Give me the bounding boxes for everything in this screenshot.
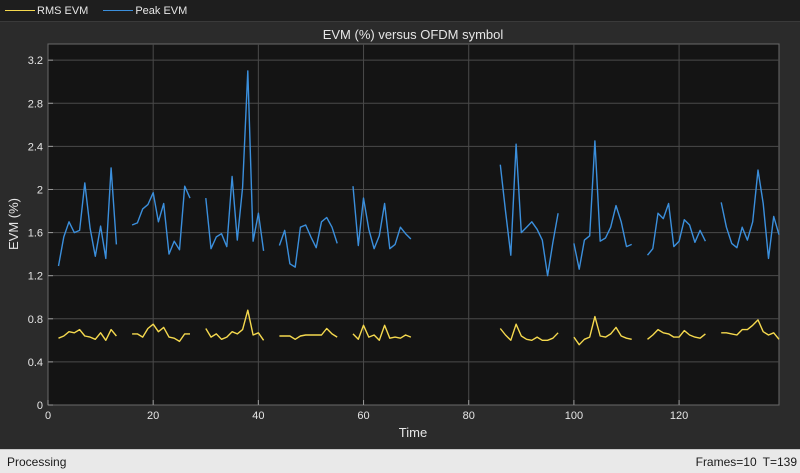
rms-evm-line-segment xyxy=(279,327,338,340)
legend-swatch-peak xyxy=(103,10,134,11)
legend-item-peak[interactable]: Peak EVM xyxy=(103,5,187,17)
x-tick-label: 0 xyxy=(45,410,51,422)
status-counters: Frames=10 T=139 xyxy=(690,455,797,469)
peak-evm-line-segment xyxy=(352,186,412,250)
y-tick-label: 2.4 xyxy=(28,141,43,153)
legend-swatch-rms xyxy=(5,10,35,11)
status-text: Processing xyxy=(7,455,67,469)
peak-evm-line-segment xyxy=(499,143,559,277)
rms-evm-line-segment xyxy=(573,315,632,346)
evm-chart[interactable]: 0 0.4 0.8 1.2 1.6 2 2.4 2.8 3.2 0 20 40 60 80 100 120 E… xyxy=(0,22,800,449)
legend-label-rms: RMS EVM xyxy=(37,4,89,17)
time-counter: T=139 xyxy=(762,455,797,469)
chart-title: EVM (%) versus OFDM symbol xyxy=(323,27,504,42)
legend: RMS EVM Peak EVM xyxy=(0,0,800,22)
rms-evm-line-segment xyxy=(58,328,117,341)
x-axis-label: Time xyxy=(399,425,427,440)
peak-evm-line-segment xyxy=(131,185,191,255)
axis-ticks: 0 0.4 0.8 1.2 1.6 2 2.4 2.8 3.2 0 20 40 60 80 100 120 xyxy=(28,55,689,422)
status-bar: Processing Frames=10 T=139 xyxy=(0,449,800,473)
y-tick-label: 0.8 xyxy=(28,314,43,326)
rms-evm-line-segment xyxy=(499,323,559,341)
y-tick-label: 0 xyxy=(37,400,43,412)
legend-label-peak: Peak EVM xyxy=(135,4,188,17)
rms-evm-line-segment xyxy=(132,323,190,343)
peak-evm-line-segment xyxy=(646,202,707,256)
rms-evm-line-segment xyxy=(721,319,780,340)
peak-evm-line-segment xyxy=(720,169,780,260)
y-tick-label: 2 xyxy=(37,184,43,196)
y-axis-label: EVM (%) xyxy=(6,198,21,250)
y-tick-label: 1.2 xyxy=(28,271,43,283)
y-tick-label: 1.6 xyxy=(28,228,43,240)
y-tick-label: 0.4 xyxy=(28,357,43,369)
rms-evm-line-segment xyxy=(647,328,706,340)
y-tick-label: 3.2 xyxy=(28,55,43,67)
grid-lines xyxy=(48,44,779,405)
peak-evm-line-segment xyxy=(278,216,338,268)
plot-area[interactable] xyxy=(47,43,780,406)
frames-counter: Frames=10 xyxy=(695,455,757,469)
x-tick-label: 120 xyxy=(670,410,688,422)
x-tick-label: 60 xyxy=(357,410,369,422)
x-tick-label: 100 xyxy=(565,410,583,422)
x-tick-label: 80 xyxy=(463,410,475,422)
peak-evm-line-segment xyxy=(205,70,265,251)
chart-area: 0 0.4 0.8 1.2 1.6 2 2.4 2.8 3.2 0 20 40 60 80 100 120 E… xyxy=(0,22,800,449)
rms-evm-line-segment xyxy=(205,309,265,341)
peak-evm-line-segment xyxy=(573,140,632,270)
x-tick-label: 20 xyxy=(147,410,159,422)
peak-evm-line-segment xyxy=(57,167,118,267)
y-tick-label: 2.8 xyxy=(28,98,43,110)
series-lines xyxy=(57,70,780,346)
legend-item-rms[interactable]: RMS EVM xyxy=(5,5,88,17)
rms-evm-line-segment xyxy=(352,324,412,341)
x-tick-label: 40 xyxy=(252,410,264,422)
